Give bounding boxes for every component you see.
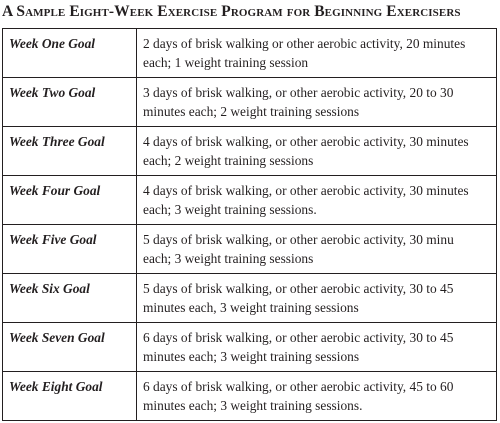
description-line: each; 1 weight training session bbox=[143, 55, 309, 70]
description-line: minutes each, 3 weight training sessions bbox=[143, 300, 359, 315]
week-goal-label: Week Three Goal bbox=[2, 126, 137, 176]
week-goal-label: Week Eight Goal bbox=[2, 371, 137, 421]
week-goal-description: 5 days of brisk walking, or other aerobi… bbox=[136, 273, 497, 323]
week-goal-description: 6 days of brisk walking, or other aerobi… bbox=[136, 322, 497, 372]
description-line: 4 days of brisk walking, or other aerobi… bbox=[143, 134, 469, 149]
week-goal-label: Week Five Goal bbox=[2, 224, 137, 274]
description-line: 5 days of brisk walking, or other aerobi… bbox=[143, 232, 454, 247]
description-line: each; 3 weight training sessions bbox=[143, 251, 314, 266]
description-line: each; 3 weight training sessions. bbox=[143, 202, 317, 217]
week-goal-description: 4 days of brisk walking, or other aerobi… bbox=[136, 175, 497, 225]
table-row: Week Seven Goal 6 days of brisk walking,… bbox=[2, 322, 497, 372]
table-row: Week Five Goal 5 days of brisk walking, … bbox=[2, 224, 497, 274]
table-row: Week Three Goal 4 days of brisk walking,… bbox=[2, 126, 497, 176]
week-goal-label: Week Six Goal bbox=[2, 273, 137, 323]
exercise-program-table: Week One Goal 2 days of brisk walking or… bbox=[2, 28, 497, 421]
week-goal-label: Week Four Goal bbox=[2, 175, 137, 225]
description-line: each; 2 weight training sessions bbox=[143, 153, 314, 168]
table-row: Week Four Goal 4 days of brisk walking, … bbox=[2, 175, 497, 225]
description-line: 3 days of brisk walking, or other aerobi… bbox=[143, 85, 454, 100]
table-title: A Sample Eight-Week Exercise Program for… bbox=[2, 3, 461, 20]
week-goal-label: Week Two Goal bbox=[2, 77, 137, 127]
week-goal-label: Week One Goal bbox=[2, 28, 137, 78]
week-goal-description: 2 days of brisk walking or other aerobic… bbox=[136, 28, 497, 78]
description-line: minutes each; 3 weight training sessions… bbox=[143, 398, 363, 413]
table-row: Week One Goal 2 days of brisk walking or… bbox=[2, 28, 497, 78]
table-row: Week Six Goal 5 days of brisk walking, o… bbox=[2, 273, 497, 323]
table-row: Week Two Goal 3 days of brisk walking, o… bbox=[2, 77, 497, 127]
description-line: 2 days of brisk walking or other aerobic… bbox=[143, 36, 466, 51]
description-line: 6 days of brisk walking, or other aerobi… bbox=[143, 330, 454, 345]
week-goal-description: 6 days of brisk walking, or other aerobi… bbox=[136, 371, 497, 421]
description-line: minutes each; 2 weight training sessions bbox=[143, 104, 360, 119]
description-line: 4 days of brisk walking, or other aerobi… bbox=[143, 183, 469, 198]
description-line: 6 days of brisk walking, or other aerobi… bbox=[143, 379, 454, 394]
week-goal-description: 4 days of brisk walking, or other aerobi… bbox=[136, 126, 497, 176]
week-goal-label: Week Seven Goal bbox=[2, 322, 137, 372]
week-goal-description: 5 days of brisk walking, or other aerobi… bbox=[136, 224, 497, 274]
description-line: minutes each; 3 weight training sessions bbox=[143, 349, 360, 364]
week-goal-description: 3 days of brisk walking, or other aerobi… bbox=[136, 77, 497, 127]
table-row: Week Eight Goal 6 days of brisk walking,… bbox=[2, 371, 497, 421]
description-line: 5 days of brisk walking, or other aerobi… bbox=[143, 281, 454, 296]
